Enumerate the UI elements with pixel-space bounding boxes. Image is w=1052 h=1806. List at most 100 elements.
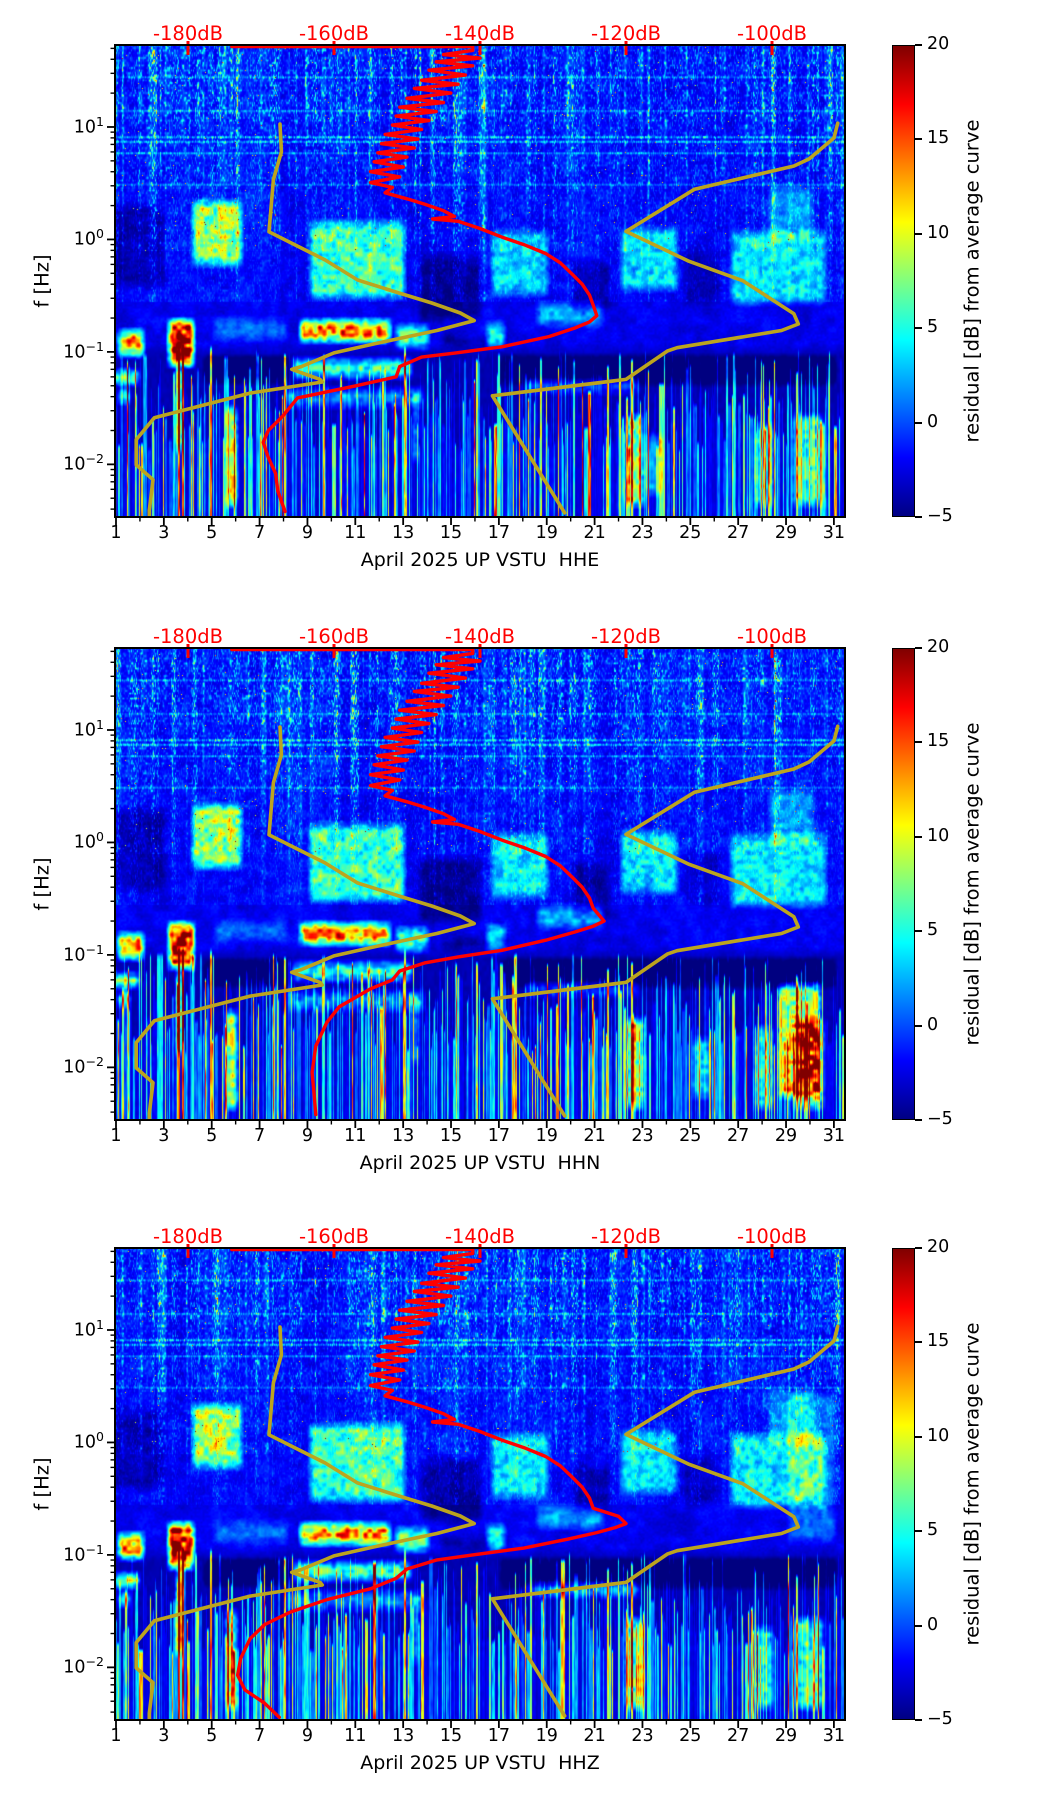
colorbar-tick-label: 0: [927, 1014, 939, 1035]
x-tick-label: 7: [254, 1126, 266, 1146]
colorbar-tick-label: 5: [927, 317, 939, 338]
colorbar-label: residual [dB] from average curve: [960, 119, 984, 443]
colorbar-tick: [915, 327, 922, 330]
axes-and-curves: [107, 644, 846, 1128]
colorbar-tick-label: 20: [927, 1236, 950, 1257]
axes-and-curves: [107, 41, 846, 525]
top-db-label: -160dB: [298, 1225, 370, 1248]
plot-border: [114, 44, 846, 518]
average-psd-curve: [230, 1248, 628, 1719]
curve-group: [134, 648, 840, 1120]
x-tick-label: 9: [301, 1726, 314, 1746]
high-noise-model-curve: [490, 1324, 840, 1718]
x-tick-label: 7: [254, 523, 266, 543]
colorbar-tick: [915, 1024, 922, 1027]
average-psd-curve: [230, 648, 606, 1117]
x-tick-label: 11: [344, 1126, 367, 1146]
colorbar-gradient: [893, 46, 914, 516]
x-tick-labels: 1 3 5 7 9 11 13 15 17 19 21 23 25 27 29 31: [110, 523, 845, 546]
low-noise-model-curve: [134, 1325, 476, 1720]
x-tick-label: 31: [822, 1126, 846, 1146]
y-tick-label: 100: [73, 1429, 104, 1454]
colorbar-tick-labels: 20 15 10 5 0 −5: [915, 638, 995, 1127]
axes-and-curves: [107, 1244, 846, 1728]
colorbar-tick-label: 15: [927, 1331, 950, 1352]
x-tick-label: 17: [487, 523, 511, 543]
curve-group: [134, 1248, 840, 1720]
colorbar-tick: [915, 1341, 922, 1344]
colorbar-tick: [915, 44, 922, 46]
y-tick-label: 10−2: [63, 1054, 104, 1079]
colorbar-tick-label: 15: [927, 128, 950, 149]
colorbar-tick: [915, 1624, 922, 1627]
plot-border: [114, 1247, 846, 1721]
colorbar-tick-label: 20: [927, 33, 950, 54]
x-tick-label: 3: [158, 523, 170, 543]
colorbar-tick-label: 5: [927, 1520, 939, 1541]
colorbar-tick: [915, 930, 922, 933]
colorbar-tick-label: 0: [927, 1614, 939, 1635]
x-tick-label: 25: [679, 1726, 702, 1746]
top-db-label: -100dB: [736, 625, 808, 648]
x-tick-label: 5: [206, 523, 218, 543]
colorbar-tick-labels: 20 15 10 5 0 −5: [915, 1238, 995, 1727]
x-tick-label: 3: [158, 1126, 170, 1146]
colorbar: [892, 1248, 915, 1720]
x-tick-label: 11: [344, 523, 367, 543]
colorbar-tick: [915, 421, 922, 424]
x-tick-label: 21: [583, 1126, 606, 1146]
x-tick-label: 15: [439, 1726, 463, 1746]
x-tick-label: 29: [774, 1726, 798, 1746]
top-db-label: -120dB: [590, 22, 662, 45]
colorbar-tick: [915, 647, 922, 649]
colorbar-tick: [915, 516, 922, 518]
x-tick-label: 21: [583, 523, 606, 543]
colorbar-tick: [915, 1719, 922, 1721]
top-db-label: -140dB: [444, 1225, 516, 1248]
x-tick-label: 27: [727, 1726, 750, 1746]
top-db-label: -160dB: [298, 22, 370, 45]
top-db-axis: -180dB -160dB -140dB -120dB -100dB: [115, 627, 845, 647]
x-tick-label: 15: [439, 523, 463, 543]
x-tick-labels: 1 3 5 7 9 11 13 15 17 19 21 23 25 27 29 31: [110, 1126, 846, 1149]
average-psd-curve: [230, 45, 599, 514]
colorbar-tick-label: 15: [927, 731, 950, 752]
x-tick-labels: 1 3 5 7 9 11 13 15 17 19 21 23 25 27 29 31: [110, 1726, 846, 1749]
x-tick-label: 29: [774, 1126, 798, 1146]
colorbar-tick: [915, 1435, 922, 1438]
colorbar-tick-label: 10: [927, 1425, 950, 1446]
colorbar-label: residual [dB] from average curve: [960, 722, 984, 1046]
colorbar-tick-label: 10: [927, 222, 950, 243]
low-noise-model-curve: [134, 122, 476, 517]
top-db-label: -140dB: [444, 625, 516, 648]
colorbar-tick-label: 0: [927, 411, 939, 432]
top-db-label: -100dB: [736, 1225, 808, 1248]
x-tick-label: 1: [110, 523, 122, 543]
y-tick-label: 10−1: [63, 1541, 104, 1566]
y-tick-labels: 101 100 10−1 10−2: [0, 648, 104, 1120]
x-tick-label: 3: [158, 1726, 170, 1746]
top-db-label: -180dB: [152, 1225, 224, 1248]
y-tick-label: 101: [73, 113, 104, 138]
colorbar-tick-label: 20: [927, 636, 950, 657]
y-tick-label: 100: [73, 829, 104, 854]
x-axis-label: April 2025 UP VSTU HHE: [360, 549, 600, 571]
x-tick-label: 17: [487, 1126, 511, 1146]
colorbar-tick-label: −5: [927, 1108, 953, 1129]
spectrogram-heatmap: [115, 1248, 845, 1720]
y-tick-labels: 101 100 10−1 10−2: [0, 1248, 104, 1720]
x-tick-label: 29: [774, 523, 798, 543]
x-tick-label: 31: [822, 1726, 846, 1746]
x-tick-label: 25: [679, 1126, 702, 1146]
y-tick-label: 101: [73, 716, 104, 741]
x-tick-label: 13: [392, 1726, 415, 1746]
x-tick-label: 1: [110, 1726, 122, 1746]
colorbar-tick-labels: 20 15 10 5 0 −5: [915, 35, 995, 524]
y-tick-labels: 101 100 10−1 10−2: [0, 45, 104, 517]
colorbar-label: residual [dB] from average curve: [960, 1322, 984, 1646]
low-noise-model-curve: [134, 725, 476, 1120]
colorbar-tick: [915, 1247, 922, 1249]
x-tick-label: 27: [727, 1126, 750, 1146]
x-tick-label: 9: [301, 523, 314, 543]
high-noise-model-curve: [490, 724, 840, 1118]
